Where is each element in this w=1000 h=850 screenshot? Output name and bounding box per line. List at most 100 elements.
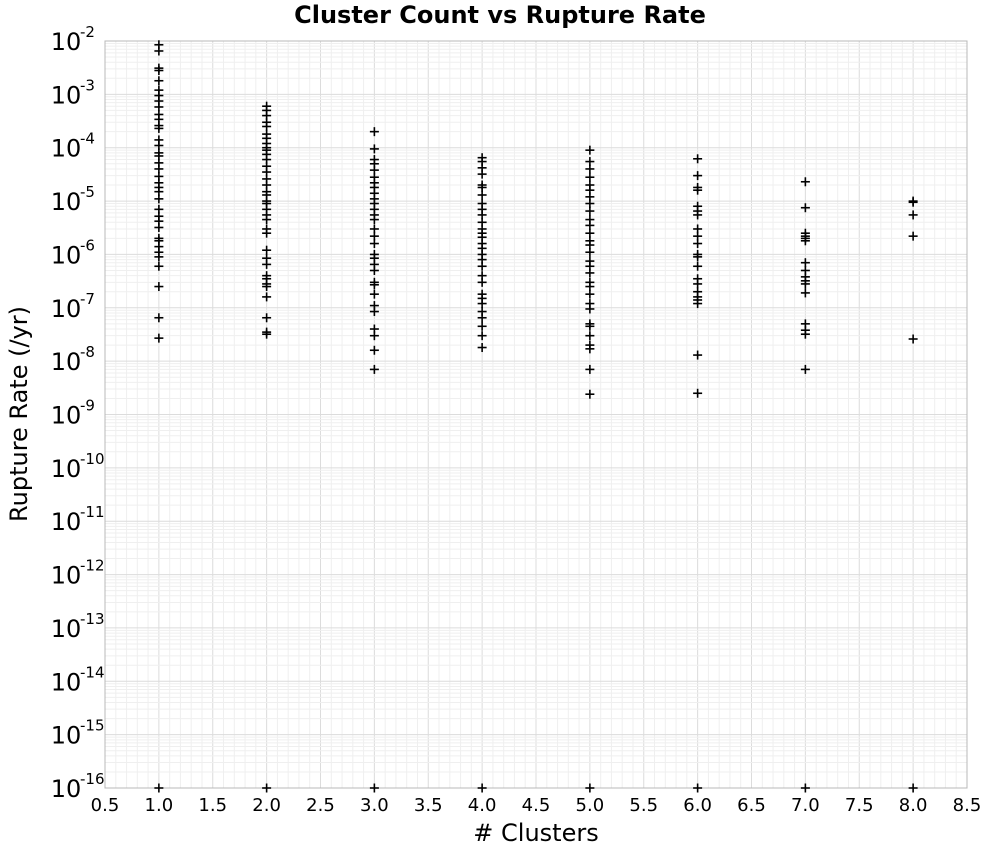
data-point (369, 345, 379, 355)
y-tick-exponent: -5 (80, 183, 95, 201)
data-point (585, 220, 595, 230)
data-point (477, 343, 487, 353)
y-tick-base: 10 (51, 28, 82, 56)
data-point (585, 304, 595, 314)
data-point (585, 282, 595, 292)
x-tick-label: 7.5 (845, 795, 874, 816)
data-point (800, 177, 810, 187)
y-tick-base: 10 (51, 508, 82, 536)
y-tick-base: 10 (51, 188, 82, 216)
y-axis-label: Rupture Rate (/yr) (5, 306, 33, 522)
y-tick-exponent: -15 (80, 717, 105, 735)
data-point (369, 127, 379, 137)
data-point (908, 197, 918, 207)
y-tick-label: 10-11 (51, 503, 105, 536)
data-point (154, 222, 164, 232)
y-tick-base: 10 (51, 668, 82, 696)
data-point (154, 252, 164, 262)
y-tick-exponent: -16 (80, 770, 105, 788)
y-tick-label: 10-8 (51, 343, 95, 376)
data-point (477, 190, 487, 200)
x-tick-label: 1.0 (145, 795, 174, 816)
data-point (369, 280, 379, 290)
data-point (585, 268, 595, 278)
x-tick-label: 6.5 (737, 795, 766, 816)
data-point (693, 299, 703, 309)
data-point (693, 252, 703, 262)
data-point (800, 288, 810, 298)
data-point (585, 289, 595, 299)
y-tick-base: 10 (51, 562, 82, 590)
data-point (262, 783, 272, 793)
y-tick-label: 10-6 (51, 236, 95, 269)
y-tick-base: 10 (51, 775, 82, 803)
data-point (154, 123, 164, 133)
y-tick-label: 10-10 (51, 450, 105, 483)
data-point (477, 299, 487, 309)
data-point (800, 329, 810, 339)
data-point (693, 210, 703, 220)
data-point (369, 307, 379, 317)
y-tick-label: 10-16 (51, 770, 105, 803)
y-tick-exponent: -10 (80, 450, 105, 468)
y-tick-exponent: -12 (80, 557, 105, 575)
data-point (262, 121, 272, 131)
x-tick-label: 3.0 (360, 795, 389, 816)
data-point (262, 282, 272, 292)
data-point (369, 783, 379, 793)
y-tick-label: 10-4 (51, 130, 95, 163)
data-point (585, 145, 595, 155)
y-tick-base: 10 (51, 81, 82, 109)
y-tick-exponent: -14 (80, 663, 105, 681)
data-point (585, 321, 595, 331)
data-point (262, 228, 272, 238)
data-point (800, 203, 810, 213)
data-point (908, 231, 918, 241)
x-tick-label: 3.5 (414, 795, 443, 816)
data-point (477, 321, 487, 331)
y-tick-base: 10 (51, 722, 82, 750)
y-tick-exponent: -7 (80, 290, 95, 308)
data-point (154, 282, 164, 292)
data-point (908, 210, 918, 220)
y-tick-label: 10-5 (51, 183, 95, 216)
y-tick-base: 10 (51, 295, 82, 323)
data-point (154, 65, 164, 75)
y-tick-base: 10 (51, 135, 82, 163)
y-tick-exponent: -8 (80, 343, 95, 361)
y-axis-ticks: 10-210-310-410-510-610-710-810-910-1010-… (51, 23, 105, 803)
data-point (154, 313, 164, 323)
data-point (585, 331, 595, 341)
data-point (369, 289, 379, 299)
data-point (154, 76, 164, 86)
x-tick-label: 8.5 (953, 795, 982, 816)
data-point (585, 228, 595, 238)
data-point (477, 261, 487, 271)
y-tick-base: 10 (51, 241, 82, 269)
data-point (154, 194, 164, 204)
y-tick-base: 10 (51, 348, 82, 376)
data-point (585, 172, 595, 182)
data-point (693, 783, 703, 793)
data-point (262, 313, 272, 323)
y-tick-base: 10 (51, 615, 82, 643)
plot-area (104, 40, 968, 789)
y-tick-exponent: -13 (80, 610, 105, 628)
data-point (693, 350, 703, 360)
data-point (154, 261, 164, 271)
x-tick-label: 7.0 (791, 795, 820, 816)
data-point (154, 46, 164, 56)
y-tick-label: 10-3 (51, 76, 95, 109)
data-point (477, 313, 487, 323)
y-tick-label: 10-9 (51, 397, 95, 430)
data-point (693, 239, 703, 249)
data-point (585, 199, 595, 209)
data-point (369, 331, 379, 341)
data-point (477, 783, 487, 793)
x-tick-label: 5.0 (576, 795, 605, 816)
data-point (800, 783, 810, 793)
data-point (693, 171, 703, 181)
x-axis-ticks: 0.5 1.0 1.5 2.0 2.5 3.0 3.5 4.0 4.5 5.0 5.5 6.0 6.5 7… (91, 795, 982, 816)
data-point (262, 329, 272, 339)
